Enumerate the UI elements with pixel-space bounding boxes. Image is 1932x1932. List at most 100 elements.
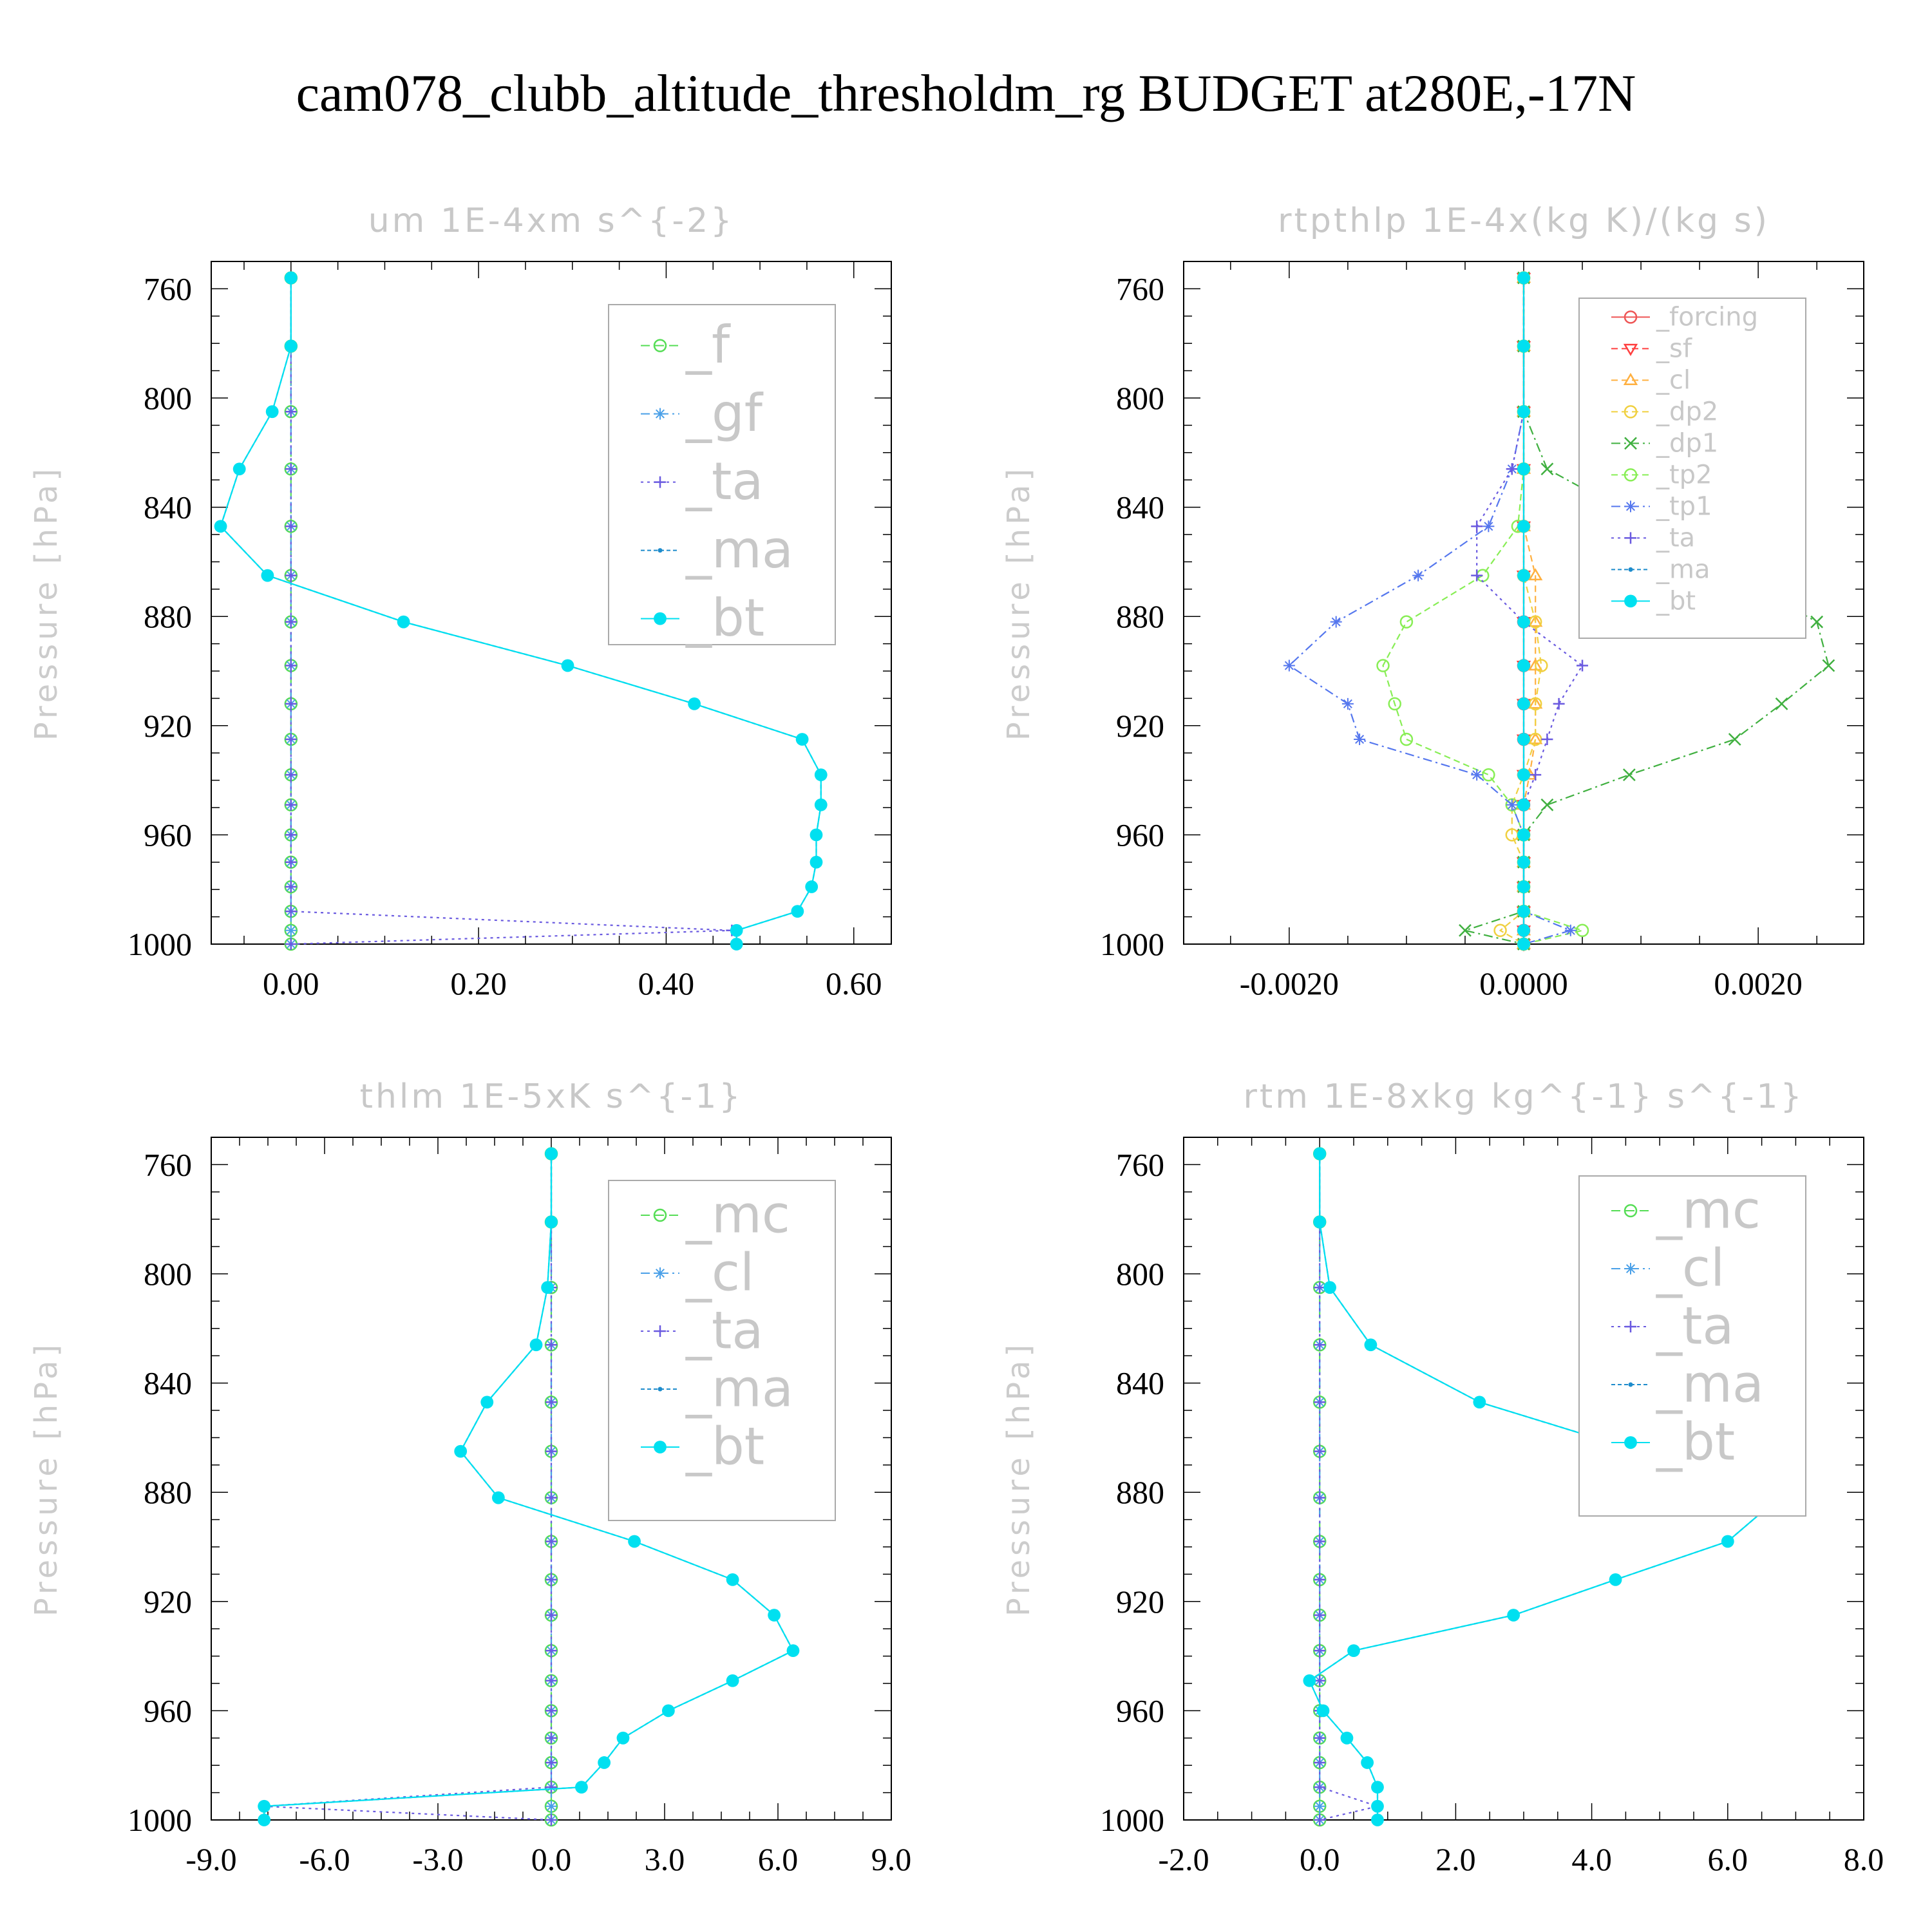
y-tick-label: 920: [144, 1584, 192, 1620]
plus-marker: [285, 520, 297, 533]
legend-label: _dp2: [1656, 397, 1718, 427]
legend-label: _ta: [1656, 1296, 1734, 1356]
filled-marker: [1473, 1396, 1486, 1409]
plus-marker: [285, 829, 297, 841]
plus-marker: [545, 1756, 557, 1768]
series-line: [1522, 278, 1537, 944]
filled-marker: [1517, 462, 1530, 476]
filled-marker: [258, 1799, 271, 1813]
plus-marker: [1314, 1492, 1326, 1504]
legend: _mc_cl_ta_ma_bt: [1578, 1175, 1806, 1517]
x-tick-label: 6.0: [758, 1841, 799, 1877]
filled-marker: [491, 1491, 505, 1504]
x-marker: [1624, 437, 1637, 450]
plus-marker: [1471, 569, 1483, 582]
filled-marker: [575, 1781, 588, 1794]
x-tick-label: 3.0: [645, 1841, 685, 1877]
y-tick-label: 840: [1116, 1365, 1164, 1401]
dot-marker: [658, 1387, 663, 1392]
x-marker: [1540, 462, 1554, 476]
plus-marker: [1314, 1535, 1326, 1548]
series-line: [1462, 278, 1830, 945]
legend-box: [1578, 1175, 1806, 1517]
y-tick-label: 760: [1116, 1146, 1164, 1182]
panel-title: thlm 1E-5xK s^{-1}: [360, 1077, 743, 1116]
legend-label: _bt: [1656, 1412, 1735, 1472]
filled-marker: [726, 1573, 739, 1586]
y-tick-label: 840: [1116, 489, 1164, 526]
series-ta: [258, 1148, 557, 1826]
filled-marker: [1609, 1573, 1622, 1586]
filled-marker: [730, 923, 743, 937]
plus-marker: [285, 463, 297, 475]
filled-marker: [545, 1147, 558, 1160]
filled-marker: [1517, 339, 1530, 353]
asterisk-marker: [1412, 569, 1425, 582]
filled-marker: [1323, 1281, 1336, 1294]
plus-marker: [285, 769, 297, 781]
filled-marker: [1340, 1731, 1354, 1745]
plus-marker: [1541, 734, 1553, 745]
x-tick-label: -3.0: [412, 1841, 463, 1877]
x-tick-label: 4.0: [1571, 1841, 1612, 1877]
filled-marker: [397, 615, 410, 629]
y-tick-label: 880: [144, 598, 192, 634]
filled-marker: [1517, 569, 1530, 582]
plus-marker: [1314, 1732, 1326, 1744]
x-tick-label: 0.60: [826, 965, 882, 1001]
x-marker: [1622, 768, 1636, 782]
legend-label: _ma: [1656, 555, 1710, 585]
plus-marker: [285, 734, 297, 745]
circle-marker: [653, 1208, 667, 1222]
y-tick-label: 1000: [1100, 1802, 1164, 1838]
x-marker: [1822, 659, 1835, 672]
legend: _forcing_sf_cl_dp2_dp1_tp2_tp1_ta_ma_bt: [1578, 298, 1806, 639]
y-tick-label: 800: [1116, 380, 1164, 416]
filled-marker: [1364, 1338, 1378, 1352]
filled-marker: [1517, 923, 1530, 937]
filled-marker: [541, 1281, 554, 1294]
filled-marker: [1517, 905, 1530, 918]
filled-marker: [805, 880, 819, 893]
triangle-up-marker: [1528, 696, 1543, 709]
series-bt: [258, 1147, 800, 1826]
panel-title: um 1E-4xm s^{-2}: [368, 202, 735, 240]
triangle-up-marker: [1528, 568, 1543, 581]
filled-marker: [480, 1396, 494, 1409]
filled-marker: [561, 659, 574, 672]
plus-marker: [285, 616, 297, 628]
legend-label: _tp2: [1656, 460, 1712, 490]
filled-marker: [810, 828, 823, 842]
asterisk-marker: [1314, 1800, 1326, 1812]
asterisk-marker: [1506, 799, 1518, 811]
plus-marker: [545, 1339, 557, 1351]
y-tick-label: 840: [144, 1365, 192, 1401]
x-tick-label: 9.0: [871, 1841, 912, 1877]
filled-marker: [258, 1814, 271, 1826]
filled-marker: [1517, 615, 1530, 629]
x-marker: [1459, 923, 1472, 937]
triangle-up-marker: [1623, 372, 1638, 385]
series-bt: [214, 271, 828, 951]
series-ta: [1471, 272, 1589, 950]
filled-marker: [1517, 697, 1530, 710]
plus-marker: [1314, 1609, 1326, 1621]
triangle-up-marker: [1528, 614, 1543, 627]
plus-marker: [285, 799, 297, 811]
dot-marker: [1628, 1382, 1633, 1387]
filled-marker: [545, 1215, 558, 1229]
plus-marker: [285, 697, 297, 710]
filled-marker: [1517, 938, 1530, 951]
plus-marker: [1553, 697, 1565, 710]
series-line: [1319, 1153, 1381, 1821]
circle-marker: [1482, 768, 1495, 782]
plus-marker: [1314, 1396, 1326, 1408]
circle-marker: [1624, 310, 1638, 324]
x-tick-label: -9.0: [185, 1841, 236, 1877]
legend-label: _mc: [1656, 1180, 1761, 1240]
circle-marker: [1624, 1204, 1638, 1218]
triangle-down-marker: [1623, 343, 1638, 356]
filled-marker: [529, 1338, 543, 1352]
legend: _mc_cl_ta_ma_bt: [608, 1180, 836, 1521]
